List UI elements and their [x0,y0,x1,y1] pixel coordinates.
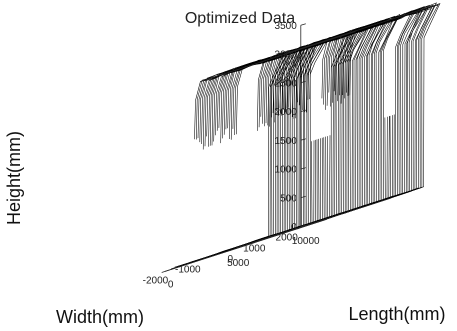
z-axis-label: Height(mm) [4,131,24,225]
data-seam-line [200,31,356,82]
y-tick-mark [203,257,207,260]
x-axis-label: Length(mm) [348,304,445,324]
y-tick-mark [171,268,175,270]
z-tick-label: 3000 [275,50,298,61]
z-tick-mark [300,195,306,199]
x-tick-label: 10000 [292,236,320,247]
data-profile-line [295,115,393,229]
x-tick-label: 5000 [227,258,250,269]
y-tick-mark [268,235,272,238]
data-profile-line [321,4,436,221]
z-tick-mark [300,80,306,84]
y-axis-label: Width(mm) [56,307,144,327]
x-tick-mark [229,249,233,252]
tick-marks [161,23,306,273]
y-tick-mark [235,246,240,249]
tick-labels: 0500100015002000250030003500200010000-10… [143,21,320,291]
z-tick-label: 500 [280,193,297,204]
z-tick-label: 3500 [275,21,298,32]
z-tick-mark [300,138,306,141]
data-lines [171,2,441,270]
z-tick-label: 1000 [275,165,298,176]
z-tick-mark [300,109,306,112]
data-seam-line [284,3,441,55]
x-tick-label: 0 [168,280,174,291]
z-tick-label: 2000 [275,107,298,118]
x-tick-mark [296,227,300,230]
data-seam-line [171,219,327,270]
y-tick-label: -2000 [143,275,169,286]
y-tick-label: -1000 [175,265,201,276]
data-seam-line [235,197,392,249]
data-profile-line [324,4,439,221]
chart-title: Optimized Data [185,10,295,27]
z-tick-mark [300,23,306,26]
x-tick-mark [161,271,165,273]
z-tick-label: 1500 [275,136,298,147]
y-tick-label: 0 [227,254,233,265]
z-tick-label: 0 [291,222,297,233]
axes-lines [164,25,327,272]
data-profile-line [288,117,386,232]
z-tick-mark [300,52,306,55]
y-tick-label: 2000 [276,233,299,244]
y-tick-label: 1000 [243,243,266,254]
z-tick-label: 2500 [275,78,298,89]
y-tick-mark [300,225,304,227]
z-tick-mark [300,167,306,170]
